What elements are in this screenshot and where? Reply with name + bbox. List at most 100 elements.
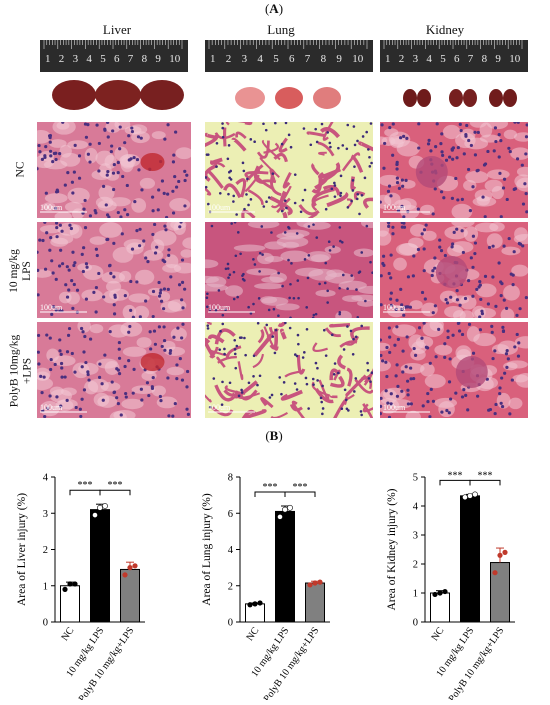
organ-lung [313, 87, 341, 109]
x-tick-label: NC [429, 625, 446, 643]
scale-bar-label: 100um [208, 403, 231, 412]
ruler-number: 5 [440, 53, 446, 65]
bar [430, 592, 450, 623]
ruler-number: 4 [257, 53, 263, 65]
data-point [462, 494, 468, 501]
ruler-number: 6 [114, 53, 120, 65]
liver-gross-svg: 1 2 3 4 5 6 7 8 9 10 [40, 40, 188, 118]
x-tick-label: PolyB 10 mg/kg+LPS [262, 625, 322, 700]
column-title-kidney: Kidney [425, 22, 465, 37]
ruler-number: 6 [454, 53, 460, 65]
data-point [97, 504, 103, 511]
organ-liver [52, 80, 96, 110]
histology-kidney-row3: 100um [380, 322, 528, 418]
ruler-number: 3 [242, 53, 248, 65]
ruler-number: 2 [226, 53, 232, 65]
y-tick-label: 2 [43, 545, 48, 556]
kidney-gross-photo: 1 2 3 4 5 6 7 8 9 10 [380, 40, 528, 118]
x-tick-label: PolyB 10 mg/kg+LPS [77, 625, 137, 700]
data-point [442, 588, 448, 595]
scale-bar-label: 100um [40, 303, 63, 312]
data-point [127, 565, 133, 571]
histology-liver-row3: 100um [37, 322, 191, 418]
histology-lung-row2: 100um [205, 222, 373, 318]
significance-bracket [99, 489, 131, 496]
ruler-number: 4 [86, 53, 92, 65]
y-tick-label: 4 [43, 473, 49, 484]
organ-kidney [489, 89, 503, 107]
organ-kidney [463, 89, 477, 107]
scale-bar-label: 100um [40, 203, 63, 212]
data-point [62, 586, 68, 592]
ruler-number: 3 [73, 53, 79, 65]
significance-bracket [469, 479, 501, 486]
kidney-gross-svg: 1 2 3 4 5 6 7 8 9 10 [380, 40, 528, 118]
y-tick-label: 0 [413, 618, 418, 629]
data-point [102, 503, 108, 509]
y-tick-label: 5 [413, 473, 418, 484]
organ-liver [140, 80, 184, 110]
ruler-number: 7 [128, 53, 134, 65]
significance-label: *** [293, 482, 308, 493]
data-point [132, 563, 138, 569]
bar [460, 495, 480, 623]
significance-label: *** [478, 470, 493, 481]
ruler-number: 8 [482, 53, 488, 65]
y-tick-label: 1 [43, 581, 48, 592]
data-point [257, 600, 263, 606]
scale-bar-label: 100um [40, 403, 63, 412]
ruler-number: 10 [509, 53, 521, 65]
scale-bar-label: 100um [383, 403, 406, 412]
ruler-number: 10 [352, 53, 364, 65]
organ-liver [95, 80, 141, 110]
data-point [67, 581, 73, 587]
row-label-lps: 10 mg/kg LPS [8, 249, 34, 293]
data-point [472, 491, 478, 498]
ruler [40, 40, 188, 72]
lung-gross-photo: 1 2 3 4 5 6 7 8 9 10 [205, 40, 373, 118]
ruler-number: 9 [155, 53, 161, 65]
data-point [467, 492, 473, 499]
histology-lung-row3: 100um [205, 322, 373, 418]
ruler-number: 4 [426, 53, 432, 65]
lung-gross-svg: 1 2 3 4 5 6 7 8 9 10 [205, 40, 373, 118]
ruler-number: 9 [336, 53, 342, 65]
data-point [122, 572, 128, 578]
data-point [312, 580, 318, 586]
data-point [282, 506, 288, 513]
data-point [72, 581, 78, 587]
x-tick-label: PolyB 10 mg/kg+LPS [447, 625, 507, 700]
y-axis-label: Area of Kidney injury (%) [386, 488, 398, 610]
histology-lung-row1: 100um [205, 122, 373, 218]
scale-bar-label: 100um [208, 303, 231, 312]
histology-kidney-row2: 100um [380, 222, 528, 318]
ruler-number: 9 [495, 53, 501, 65]
significance-label: *** [108, 480, 123, 491]
data-point [502, 549, 508, 555]
ruler-number: 8 [321, 53, 327, 65]
scale-bar-label: 100um [383, 303, 406, 312]
organ-kidney [417, 89, 431, 107]
data-point [307, 582, 313, 588]
bar [275, 510, 295, 623]
histology-kidney-row1: 100um [380, 122, 528, 218]
ruler-number: 5 [273, 53, 279, 65]
ruler-number: 10 [169, 53, 181, 65]
data-point [277, 513, 283, 520]
y-tick-label: 4 [413, 502, 419, 513]
data-point [92, 512, 98, 518]
data-point [432, 591, 438, 598]
ruler-number: 6 [289, 53, 295, 65]
scale-bar-label: 100um [208, 203, 231, 212]
data-point [317, 579, 323, 585]
ruler-number: 5 [100, 53, 106, 65]
significance-label: *** [263, 482, 278, 493]
organ-lung [235, 87, 265, 109]
y-tick-label: 0 [43, 618, 48, 629]
bar [305, 582, 325, 623]
ruler-number: 7 [468, 53, 474, 65]
data-point [492, 570, 498, 576]
data-point [497, 552, 503, 558]
